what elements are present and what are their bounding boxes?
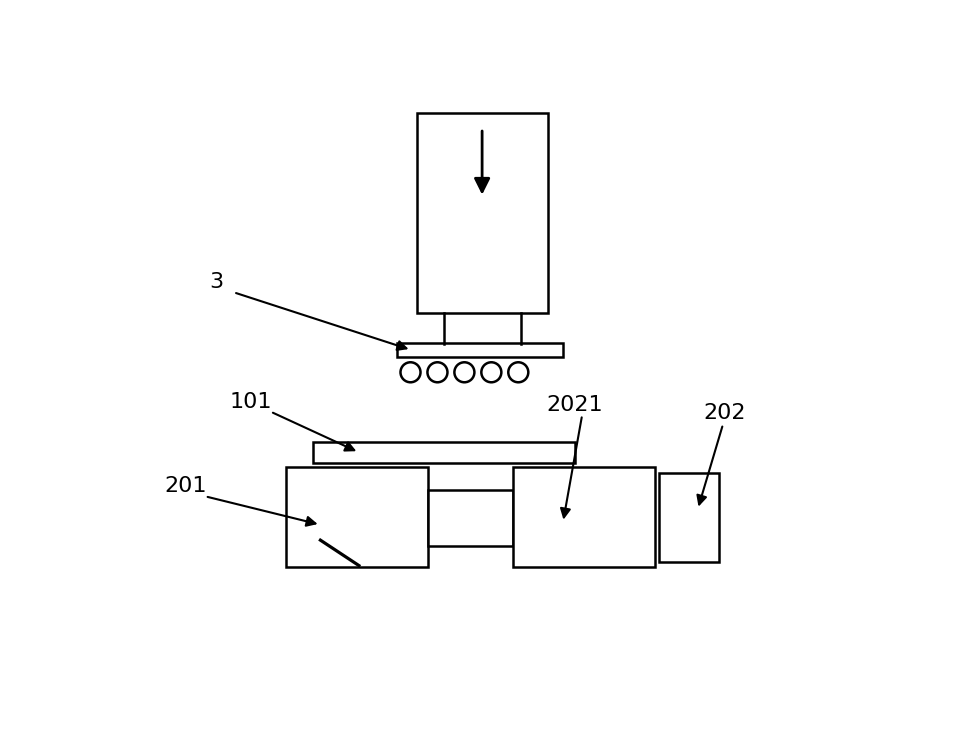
Text: 3: 3 xyxy=(209,272,224,292)
Bar xyxy=(428,490,513,545)
Bar xyxy=(416,113,548,313)
Bar xyxy=(286,467,428,567)
Text: 101: 101 xyxy=(230,391,272,411)
Circle shape xyxy=(508,362,528,382)
Bar xyxy=(397,343,563,357)
Circle shape xyxy=(482,362,501,382)
Text: 202: 202 xyxy=(703,403,746,423)
Circle shape xyxy=(427,362,448,382)
Text: 2021: 2021 xyxy=(546,396,603,416)
Bar xyxy=(513,467,656,567)
Bar xyxy=(660,473,719,562)
Circle shape xyxy=(401,362,420,382)
Bar xyxy=(312,442,574,463)
Text: 201: 201 xyxy=(164,476,207,496)
Circle shape xyxy=(454,362,475,382)
